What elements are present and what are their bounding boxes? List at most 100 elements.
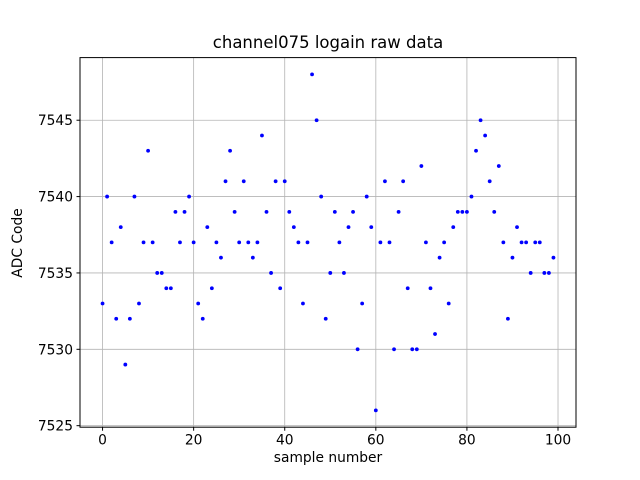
data-point [214, 240, 219, 245]
data-point [342, 271, 346, 275]
data-point [287, 209, 292, 214]
y-tick-label: 7535 [38, 266, 73, 282]
data-point [465, 209, 469, 214]
data-point [310, 72, 314, 77]
data-point [114, 316, 119, 321]
data-point [528, 271, 533, 275]
data-point [205, 225, 210, 230]
data-point [387, 240, 392, 245]
data-point [255, 240, 260, 245]
data-point [515, 225, 519, 230]
data-point [392, 347, 396, 352]
data-point [337, 240, 342, 245]
data-point [537, 240, 542, 245]
data-point [501, 240, 506, 245]
data-point [364, 194, 369, 199]
data-point [496, 164, 501, 168]
data-point [291, 225, 296, 230]
data-point [146, 148, 150, 153]
data-point [187, 194, 191, 199]
data-point [414, 347, 419, 352]
data-point [200, 316, 205, 321]
y-tick-label: 7540 [38, 190, 73, 206]
data-point [401, 179, 406, 184]
data-point [241, 179, 246, 184]
data-point [159, 271, 164, 275]
data-point [178, 240, 182, 245]
data-point [542, 271, 547, 275]
data-point [428, 286, 433, 291]
data-point [246, 240, 251, 245]
data-point [373, 408, 378, 413]
data-point [109, 240, 114, 245]
data-point [346, 225, 351, 230]
data-point [474, 148, 478, 153]
x-tick-label: 40 [276, 433, 294, 449]
data-point [269, 271, 273, 275]
data-point [150, 240, 155, 245]
data-point [446, 301, 451, 306]
data-point [410, 347, 415, 352]
axes-frame [79, 57, 577, 428]
data-point [100, 301, 105, 306]
data-point [424, 240, 428, 245]
data-point [137, 301, 141, 306]
data-point [141, 240, 146, 245]
data-point [118, 225, 123, 230]
data-point [369, 225, 374, 230]
data-point [383, 179, 387, 184]
data-point [173, 209, 178, 214]
data-point [305, 240, 310, 245]
data-point [483, 133, 488, 138]
x-tick-label: 100 [545, 433, 571, 449]
data-point [237, 240, 242, 245]
data-point [219, 255, 223, 260]
data-point [506, 316, 510, 321]
data-point [492, 209, 497, 214]
data-point [296, 240, 301, 245]
data-point [442, 240, 447, 245]
y-tick-label: 7525 [38, 419, 73, 435]
data-point [314, 118, 319, 123]
data-point [524, 240, 529, 245]
data-point [351, 209, 355, 214]
data-point [510, 255, 515, 260]
data-point [437, 255, 442, 260]
data-point [301, 301, 305, 306]
data-point [182, 209, 187, 214]
data-point [260, 133, 264, 138]
data-point [264, 209, 269, 214]
data-point [355, 347, 360, 352]
x-tick-label: 80 [458, 433, 476, 449]
data-point [332, 209, 337, 214]
data-point [223, 179, 228, 184]
data-point [460, 209, 465, 214]
data-point [396, 209, 401, 214]
data-point [196, 301, 201, 306]
data-point [551, 255, 556, 260]
data-point [228, 148, 232, 153]
x-axis-label: sample number [273, 450, 383, 466]
data-point [433, 332, 437, 336]
data-point [547, 271, 551, 275]
data-point [328, 271, 333, 275]
y-tick-label: 7545 [38, 113, 73, 129]
data-point [282, 179, 287, 184]
data-point [487, 179, 492, 184]
y-tick-label: 7530 [38, 342, 73, 358]
x-tick-label: 0 [98, 433, 107, 449]
data-point [455, 209, 460, 214]
data-point [278, 286, 283, 291]
data-point [469, 194, 474, 199]
data-point [360, 301, 365, 306]
data-point [155, 271, 160, 275]
x-tick-label: 60 [367, 433, 385, 449]
x-tick-label: 20 [185, 433, 203, 449]
data-point [164, 286, 169, 291]
data-point [478, 118, 483, 123]
data-point [209, 286, 214, 291]
chart-title: channel075 logain raw data [212, 33, 444, 52]
data-point [405, 286, 410, 291]
data-point [168, 286, 173, 291]
